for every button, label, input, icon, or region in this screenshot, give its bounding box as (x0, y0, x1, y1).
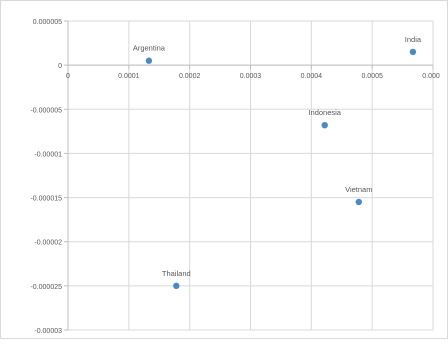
data-point-indonesia (321, 121, 328, 129)
y-tick-label: -0.00002 (34, 240, 62, 247)
x-tick-label: 0.0001 (118, 73, 140, 80)
data-point-argentina (145, 57, 153, 64)
y-tick-label: -0.00003 (34, 328, 62, 335)
y-tick-label: 0.000005 (33, 19, 62, 26)
y-tick-label: -0.000015 (30, 196, 62, 203)
x-tick-label: 0 (66, 73, 70, 80)
x-tick-label: 0.0005 (361, 73, 383, 80)
data-points (145, 48, 417, 290)
data-label-argentina: Argentina (133, 44, 166, 53)
gridlines (67, 20, 434, 331)
tick-labels: 0 0.0001 0.0002 0.0003 0.0004 0.0005 0.000 0.00… (30, 19, 439, 335)
x-tick-label: 0.000 (422, 73, 440, 80)
data-label-indonesia: Indonesia (308, 108, 341, 117)
data-label-vietnam: Vietnam (345, 185, 372, 194)
data-label-india: India (405, 35, 422, 44)
data-label-thailand: Thailand (162, 269, 191, 278)
data-point-india (409, 48, 417, 56)
x-tick-label: 0.0004 (301, 73, 323, 80)
x-tick-label: 0.0003 (240, 73, 262, 80)
y-tick-label: 0 (58, 63, 62, 70)
y-tick-label: -0.00001 (34, 151, 62, 158)
data-point-vietnam (355, 198, 362, 206)
x-tick-label: 0.0002 (179, 73, 201, 80)
y-tick-label: -0.000025 (30, 284, 62, 291)
data-labels: Argentina India Indonesia Vietnam Thailand (133, 35, 422, 278)
y-tick-label: -0.000005 (30, 107, 62, 114)
axes (64, 20, 434, 331)
data-point-thailand (173, 282, 180, 290)
